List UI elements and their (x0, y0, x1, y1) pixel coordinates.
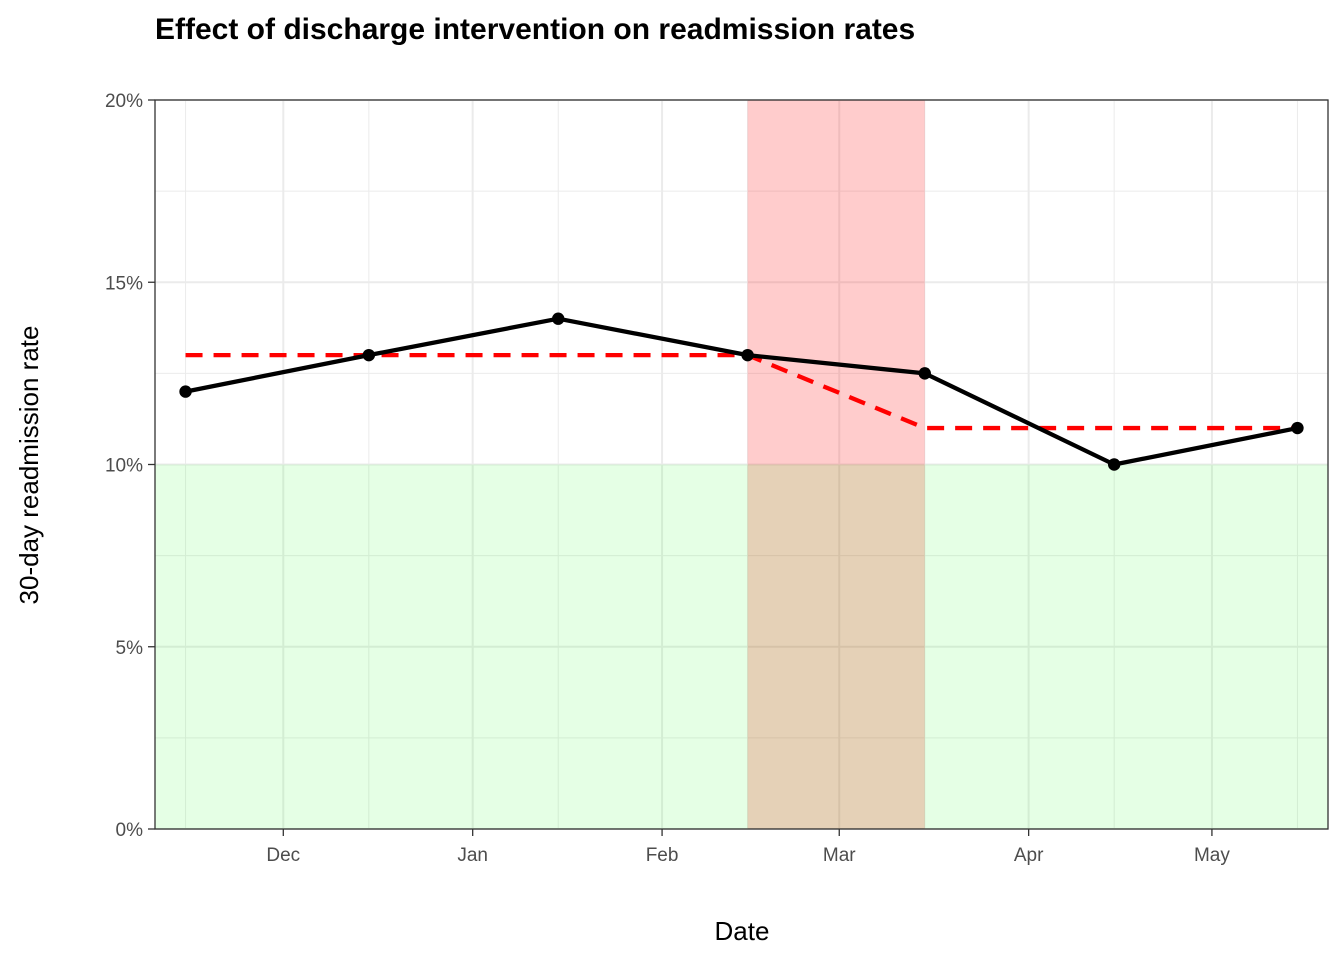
chart-title: Effect of discharge intervention on read… (155, 13, 915, 46)
x-axis: Dec Jan Feb Mar Apr May (266, 829, 1230, 866)
data-point (179, 385, 192, 398)
x-tick-label: Feb (646, 845, 679, 866)
x-tick-label: Jan (457, 845, 488, 866)
y-tick-label: 0% (116, 820, 144, 841)
series-layer (179, 312, 1304, 471)
x-tick-label: May (1194, 845, 1230, 866)
shaded-regions (155, 100, 1328, 829)
y-tick-label: 15% (105, 273, 143, 294)
y-tick-label: 20% (105, 91, 143, 112)
y-tick-label: 5% (116, 638, 144, 659)
y-tick-label: 10% (105, 456, 143, 477)
target-zone-band (155, 464, 1328, 829)
data-point (1107, 458, 1121, 471)
x-axis-title: Date (715, 916, 770, 946)
intervention-period-band (747, 100, 925, 829)
data-point (552, 312, 565, 325)
data-point (362, 348, 376, 362)
y-axis: 0% 5% 10% 15% 20% (105, 91, 155, 841)
x-tick-label: Dec (266, 845, 300, 866)
data-point (741, 348, 754, 362)
y-axis-title: 30-day readmission rate (14, 326, 44, 605)
data-point (1291, 421, 1304, 435)
expected-trend-line (185, 352, 1298, 431)
plot-area (154, 99, 1329, 830)
data-point (918, 367, 931, 380)
x-tick-label: Apr (1014, 845, 1044, 866)
x-tick-label: Mar (823, 845, 856, 866)
